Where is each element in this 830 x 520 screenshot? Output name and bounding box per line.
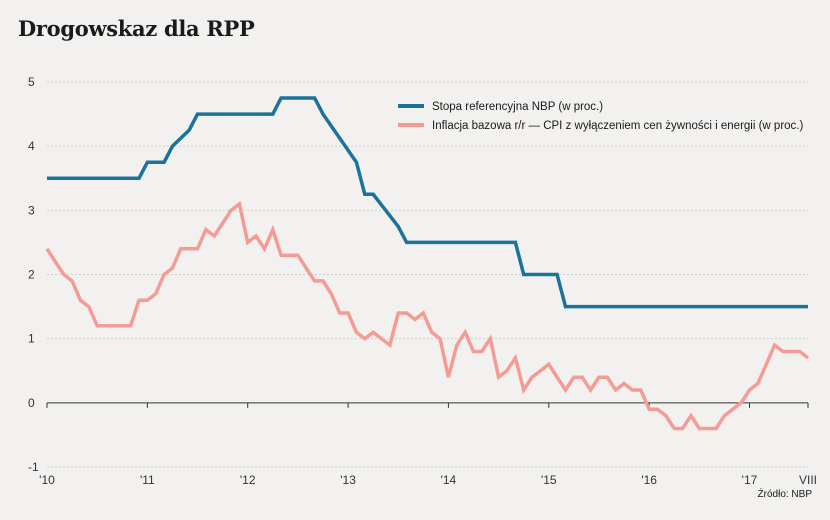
- legend: Stopa referencyjna NBP (w proc.) Inflacja…: [398, 101, 803, 132]
- source-note: Źródło: NBP: [757, 489, 812, 500]
- x-tick-label: VIII: [799, 473, 817, 487]
- legend-label-core-inflation: Inflacja bazowa r/r — CPI z wyłączeniem …: [432, 120, 803, 132]
- series-layer: [45, 96, 810, 431]
- x-tick-label: '10: [39, 473, 55, 487]
- x-tick-label: '17: [742, 473, 758, 487]
- y-tick-label: 3: [28, 203, 35, 217]
- series-line-reference-rate: [47, 96, 808, 309]
- y-tick-label: 4: [28, 139, 35, 153]
- y-tick-label: -1: [28, 460, 39, 474]
- y-axis-ticks: 5 4 3 2 1 0 -1: [28, 75, 39, 474]
- y-tick-label: 0: [28, 396, 35, 410]
- legend-label-reference-rate: Stopa referencyjna NBP (w proc.): [432, 101, 603, 113]
- y-tick-label: 1: [28, 332, 35, 346]
- grid-layer: [47, 81, 808, 468]
- y-tick-label: 2: [28, 268, 35, 282]
- x-axis-ticks: '10 '11 '12 '13 '14 '15 '16 '17 VIII: [39, 402, 817, 487]
- x-tick-label: '16: [641, 473, 657, 487]
- y-tick-label: 5: [28, 75, 35, 89]
- series-line-core-inflation: [45, 200, 810, 431]
- x-tick-label: '15: [541, 473, 557, 487]
- x-tick-label: '14: [441, 473, 457, 487]
- x-tick-label: '13: [340, 473, 356, 487]
- x-tick-label: '12: [240, 473, 256, 487]
- chart-title: Drogowskaz dla RPP: [18, 16, 255, 41]
- x-tick-label: '11: [140, 473, 155, 487]
